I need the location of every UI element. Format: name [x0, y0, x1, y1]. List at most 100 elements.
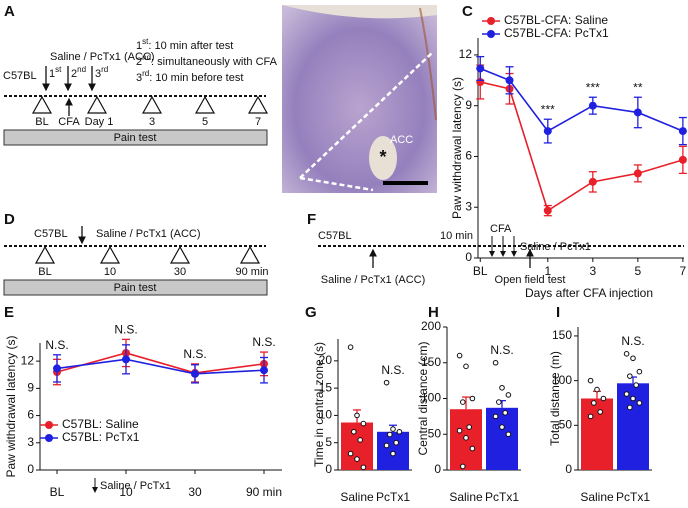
data-point [393, 439, 400, 446]
y-tick-label: 9 [465, 98, 472, 112]
panel-label: F [307, 211, 316, 228]
x-tick-label: BL [50, 485, 65, 499]
y-tick-label: 3 [465, 199, 472, 213]
data-point [460, 463, 466, 470]
panel-label: I [556, 304, 560, 321]
data-point [630, 355, 636, 362]
data-point [396, 428, 403, 435]
data-point [597, 409, 604, 415]
data-point [390, 450, 396, 457]
data-point [460, 399, 466, 405]
data-point [456, 427, 463, 434]
interval: 10 min [440, 230, 473, 242]
y-tick-label: 50 [428, 426, 442, 440]
data-point [636, 368, 643, 375]
data-point [600, 395, 607, 402]
timepoint [34, 245, 56, 264]
data-point [636, 400, 643, 406]
micrograph [282, 5, 437, 193]
significance: N.S. [114, 323, 137, 337]
test-bar-label: Pain test [114, 132, 157, 144]
panel-label: G [305, 304, 317, 321]
y-tick-label: 20 [319, 353, 333, 367]
data-point [627, 373, 633, 379]
data-point [466, 424, 473, 430]
timepoint [194, 95, 216, 114]
legend-label: C57BL-CFA: Saline [504, 13, 608, 27]
data-point [260, 366, 268, 375]
test-bar [3, 129, 268, 146]
data-point [354, 412, 360, 419]
series-line [56, 358, 265, 375]
data-point [492, 413, 499, 420]
data-point [594, 386, 600, 393]
scale-bar [383, 181, 428, 185]
arrow-label: 1st [49, 65, 62, 80]
x-tick-label: Saline [340, 490, 374, 504]
panel-label: E [4, 304, 14, 321]
y-axis-title: Paw withdrawal latency (s) [450, 77, 464, 219]
arrow-label: 2nd [71, 65, 86, 80]
x-tick-label: 1 [544, 264, 551, 278]
timepoint-label: 90 min [235, 266, 268, 278]
significance: N.S. [45, 338, 68, 352]
timepoint [31, 95, 53, 114]
arrow-label: 3rd [95, 65, 108, 80]
significance: ** [633, 80, 643, 94]
note: 2nd: simultaneously with CFA [136, 53, 278, 68]
event-label: Saline / PcTx1 (ACC) [321, 274, 426, 286]
y-tick-label: 0 [565, 462, 572, 476]
data-point [351, 428, 357, 435]
series-line [480, 81, 684, 212]
treatment: Saline / PcTx1 (ACC) [96, 228, 201, 240]
legend-marker [487, 30, 495, 38]
treatment: Saline / PcTx1 (ACC) [50, 51, 155, 63]
region-label: ACC [390, 134, 413, 146]
timepoint-label: 7 [255, 116, 261, 128]
y-tick-label: 100 [421, 391, 441, 405]
data-point [623, 391, 630, 397]
timepoint [169, 245, 191, 264]
data-point [360, 464, 367, 471]
data-point [191, 369, 199, 378]
significance: N.S. [621, 334, 644, 348]
y-tick-label: 0 [27, 462, 34, 476]
data-point [543, 206, 552, 215]
x-tick-label: BL [473, 264, 488, 278]
data-point [543, 127, 552, 136]
tissue-edge [419, 7, 437, 121]
superscript: nd [77, 65, 86, 74]
x-tick-label: 5 [635, 264, 642, 278]
x-tick-label: 10 [119, 485, 133, 499]
timepoint-label: 3 [149, 116, 155, 128]
data-point [630, 395, 636, 402]
annotation: Saline / PcTx1 [100, 480, 171, 492]
data-point [499, 424, 505, 430]
superscript: nd [142, 53, 151, 62]
data-point [496, 399, 502, 405]
legend-label: C57BL-CFA: PcTx1 [504, 26, 609, 40]
superscript: rd [101, 65, 108, 74]
timepoint-label: BL [38, 266, 51, 278]
data-point [633, 169, 642, 178]
data-point [469, 395, 476, 402]
data-point [502, 410, 509, 416]
data-point [505, 431, 512, 438]
data-point [463, 363, 469, 370]
y-tick-label: 0 [465, 250, 472, 264]
panel-f: F C57BL 10 min Saline / PcTx1 (ACC) Open… [307, 211, 684, 286]
data-point [633, 382, 640, 388]
test-bar [3, 279, 268, 296]
data-point [505, 392, 512, 398]
note: 1st: 10 min after test [136, 37, 233, 52]
series-line [56, 352, 265, 374]
significance: N.S. [183, 347, 206, 361]
significance: N.S. [490, 343, 513, 357]
data-point [476, 64, 485, 73]
panel-a: A Saline / PcTx1 (ACC) C57BL 1st 2nd 3rd… [3, 3, 278, 146]
cannula-track [369, 136, 397, 180]
timepoint-label: 5 [202, 116, 208, 128]
y-tick-label: 5 [325, 435, 332, 449]
series-line [479, 67, 684, 133]
